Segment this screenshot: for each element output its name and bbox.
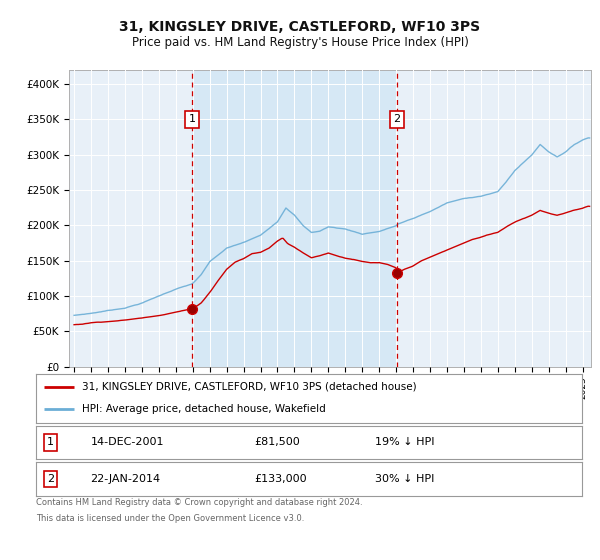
Text: HPI: Average price, detached house, Wakefield: HPI: Average price, detached house, Wake… [82,404,326,414]
Text: 2: 2 [394,114,401,124]
Text: 31, KINGSLEY DRIVE, CASTLEFORD, WF10 3PS (detached house): 31, KINGSLEY DRIVE, CASTLEFORD, WF10 3PS… [82,382,417,392]
Text: This data is licensed under the Open Government Licence v3.0.: This data is licensed under the Open Gov… [36,514,304,523]
Text: 2: 2 [47,474,55,484]
Text: 14-DEC-2001: 14-DEC-2001 [91,437,164,447]
Text: 22-JAN-2014: 22-JAN-2014 [91,474,161,484]
Text: Contains HM Land Registry data © Crown copyright and database right 2024.: Contains HM Land Registry data © Crown c… [36,498,362,507]
Text: 1: 1 [188,114,196,124]
Text: £81,500: £81,500 [254,437,300,447]
Bar [192,70,397,367]
Text: 1: 1 [47,437,54,447]
Text: Price paid vs. HM Land Registry's House Price Index (HPI): Price paid vs. HM Land Registry's House … [131,36,469,49]
Text: 19% ↓ HPI: 19% ↓ HPI [374,437,434,447]
Text: £133,000: £133,000 [254,474,307,484]
Text: 30% ↓ HPI: 30% ↓ HPI [374,474,434,484]
Text: 31, KINGSLEY DRIVE, CASTLEFORD, WF10 3PS: 31, KINGSLEY DRIVE, CASTLEFORD, WF10 3PS [119,20,481,34]
